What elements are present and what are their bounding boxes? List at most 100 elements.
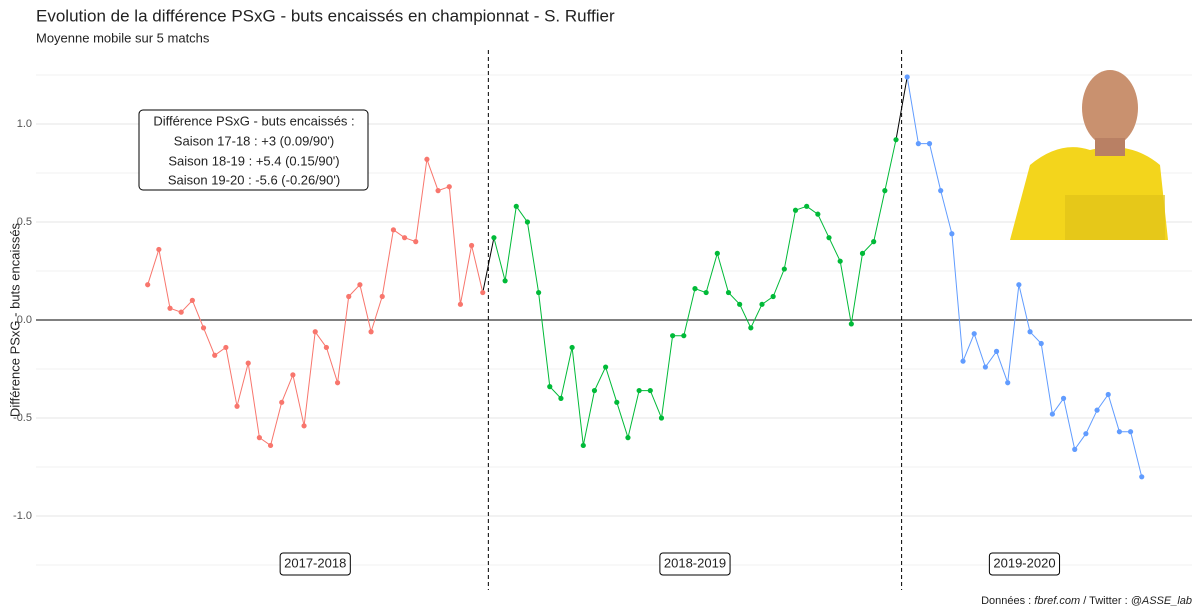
caption-part: / Twitter : bbox=[1080, 595, 1131, 607]
point bbox=[1038, 340, 1044, 347]
point bbox=[848, 321, 854, 327]
point bbox=[1127, 429, 1134, 435]
point bbox=[971, 331, 977, 337]
point bbox=[904, 74, 910, 80]
point bbox=[781, 266, 787, 272]
point bbox=[658, 415, 665, 421]
grid: -1.0 -0.5 0.0 0.5 1.0 bbox=[13, 50, 1192, 590]
point bbox=[737, 301, 743, 307]
point bbox=[759, 301, 765, 307]
series-line bbox=[147, 159, 484, 447]
y-axis-label: Différence PSxG - buts encaissés bbox=[7, 222, 22, 417]
point bbox=[413, 239, 419, 245]
point bbox=[681, 333, 687, 339]
point bbox=[1094, 407, 1100, 413]
legend-title: Différence PSxG - buts encaissés : bbox=[153, 113, 354, 128]
point bbox=[647, 387, 653, 394]
season-connector bbox=[895, 76, 908, 140]
point bbox=[1049, 411, 1055, 417]
y-tick-label: 0.0 bbox=[17, 314, 32, 326]
point bbox=[882, 188, 888, 194]
point bbox=[435, 188, 441, 194]
point bbox=[457, 301, 464, 307]
chart-title: Evolution de la différence PSxG - buts e… bbox=[36, 6, 615, 25]
point bbox=[334, 380, 341, 386]
point bbox=[670, 333, 676, 339]
point bbox=[949, 231, 955, 237]
point bbox=[926, 141, 933, 147]
point bbox=[714, 250, 720, 256]
point bbox=[468, 242, 475, 249]
point bbox=[212, 352, 218, 358]
point bbox=[145, 282, 151, 288]
point bbox=[279, 399, 285, 405]
point bbox=[267, 442, 274, 449]
point bbox=[692, 286, 698, 292]
legend-line: Saison 19-20 : -5.6 (-0.26/90') bbox=[168, 172, 340, 187]
point bbox=[982, 364, 988, 370]
point bbox=[312, 329, 318, 335]
series-line bbox=[493, 139, 897, 446]
point bbox=[893, 137, 899, 143]
point bbox=[725, 289, 732, 296]
point bbox=[569, 344, 575, 351]
point bbox=[748, 325, 754, 331]
player-photo bbox=[1010, 70, 1168, 240]
point bbox=[357, 282, 363, 288]
point bbox=[223, 344, 229, 351]
y-tick-label: 1.0 bbox=[17, 118, 32, 130]
point bbox=[502, 278, 508, 284]
point bbox=[636, 387, 642, 394]
point bbox=[1027, 329, 1033, 335]
legend-line: Saison 18-19 : +5.4 (0.15/90') bbox=[168, 153, 339, 168]
point bbox=[256, 435, 262, 441]
caption-part: Données : bbox=[981, 595, 1034, 607]
season-connector bbox=[482, 237, 495, 293]
neck bbox=[1095, 138, 1125, 156]
head bbox=[1082, 70, 1138, 146]
point bbox=[368, 329, 374, 335]
season-label: 2018-2019 bbox=[664, 555, 726, 570]
point bbox=[290, 372, 296, 378]
season-label-box bbox=[279, 552, 351, 576]
season-label-box bbox=[988, 552, 1061, 576]
point bbox=[1105, 391, 1111, 398]
point bbox=[792, 207, 799, 213]
point bbox=[446, 184, 452, 190]
point bbox=[524, 219, 531, 225]
caption-part: fbref.com bbox=[1034, 595, 1080, 607]
y-tick-label: -0.5 bbox=[13, 412, 32, 424]
legend: Différence PSxG - buts encaissés : Saiso… bbox=[138, 109, 369, 191]
point bbox=[826, 235, 832, 241]
point bbox=[401, 235, 408, 241]
point bbox=[480, 289, 486, 296]
point bbox=[580, 442, 586, 449]
point bbox=[1116, 429, 1123, 435]
point bbox=[234, 403, 240, 409]
point bbox=[837, 258, 843, 264]
point bbox=[960, 358, 966, 364]
point bbox=[804, 203, 810, 209]
point bbox=[167, 305, 173, 311]
point bbox=[547, 384, 553, 390]
point bbox=[301, 423, 307, 429]
caption-part: @ASSE_lab bbox=[1131, 595, 1192, 607]
series-line bbox=[906, 76, 1143, 477]
y-tick-label: -1.0 bbox=[13, 510, 32, 522]
point bbox=[513, 203, 519, 209]
point bbox=[770, 293, 776, 300]
jersey-sponsor bbox=[1065, 195, 1165, 240]
point bbox=[703, 289, 709, 296]
point bbox=[491, 235, 497, 241]
point bbox=[200, 325, 207, 331]
point bbox=[323, 344, 329, 351]
point bbox=[424, 156, 430, 162]
point bbox=[859, 250, 866, 256]
point bbox=[625, 435, 631, 441]
point bbox=[379, 293, 385, 300]
point bbox=[536, 289, 542, 296]
point bbox=[245, 360, 251, 366]
legend-box bbox=[138, 109, 369, 191]
point bbox=[591, 387, 598, 394]
